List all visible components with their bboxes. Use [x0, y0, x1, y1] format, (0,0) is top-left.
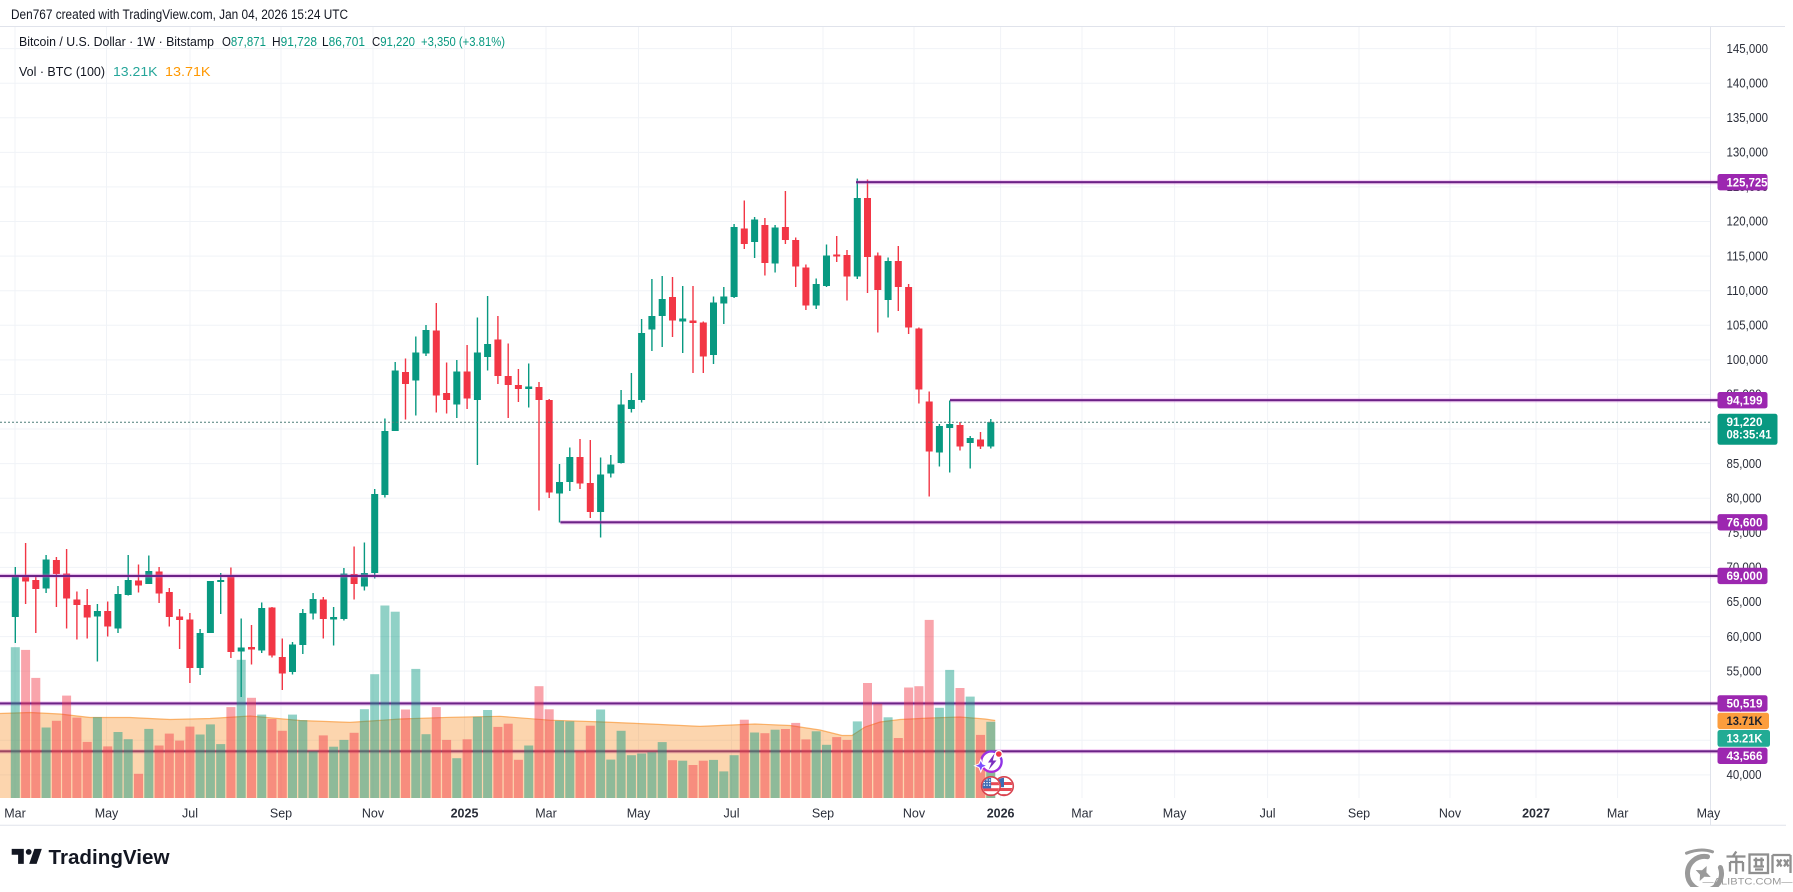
svg-text:140,000: 140,000 — [1727, 76, 1769, 90]
svg-text:13.71K: 13.71K — [1727, 714, 1763, 728]
svg-text:80,000: 80,000 — [1727, 491, 1762, 505]
svg-text:Nov: Nov — [362, 807, 385, 821]
svg-text:May: May — [1697, 807, 1721, 821]
svg-text:Sep: Sep — [812, 807, 834, 821]
svg-text:110,000: 110,000 — [1727, 284, 1769, 298]
svg-text:Mar: Mar — [535, 807, 557, 821]
svg-text:2026: 2026 — [987, 807, 1015, 821]
svg-text:125,725: 125,725 — [1727, 175, 1768, 189]
svg-text:May: May — [95, 807, 119, 821]
svg-text:13.21K: 13.21K — [1727, 732, 1763, 746]
svg-text:Jul: Jul — [1260, 807, 1276, 821]
svg-text:Mar: Mar — [1607, 807, 1629, 821]
svg-text:Bitcoin / U.S. Dollar · 1W · B: Bitcoin / U.S. Dollar · 1W · Bitstamp — [19, 34, 214, 49]
svg-text:Mar: Mar — [4, 807, 26, 821]
svg-text:+3,350 (+3.81%): +3,350 (+3.81%) — [421, 34, 505, 49]
svg-text:May: May — [1163, 807, 1187, 821]
svg-text:C91,220: C91,220 — [372, 34, 415, 49]
svg-text:2025: 2025 — [451, 807, 479, 821]
svg-text:O87,871: O87,871 — [222, 34, 266, 49]
svg-text:115,000: 115,000 — [1727, 249, 1769, 263]
svg-text:65,000: 65,000 — [1727, 595, 1762, 609]
svg-text:TradingView: TradingView — [49, 847, 170, 869]
svg-text:May: May — [627, 807, 651, 821]
svg-text:Sep: Sep — [270, 807, 292, 821]
svg-text:55,000: 55,000 — [1727, 664, 1762, 678]
svg-text:L86,701: L86,701 — [322, 34, 365, 49]
svg-text:85,000: 85,000 — [1727, 457, 1762, 471]
svg-text:120,000: 120,000 — [1727, 215, 1769, 229]
svg-text:69,000: 69,000 — [1727, 569, 1763, 583]
svg-text:Jul: Jul — [724, 807, 740, 821]
svg-text:Den767 created with TradingVie: Den767 created with TradingView.com, Jan… — [11, 7, 348, 22]
svg-text:43,566: 43,566 — [1727, 749, 1763, 763]
svg-text:50,519: 50,519 — [1727, 697, 1763, 711]
svg-text:13.21K: 13.21K — [113, 64, 158, 79]
svg-text:Nov: Nov — [1439, 807, 1462, 821]
svg-text:76,600: 76,600 — [1727, 515, 1763, 529]
svg-text:—ALIBTC.COM—: —ALIBTC.COM— — [1703, 877, 1793, 888]
svg-text:Mar: Mar — [1071, 807, 1093, 821]
svg-text:Jul: Jul — [182, 807, 198, 821]
svg-text:60,000: 60,000 — [1727, 630, 1762, 644]
svg-text:Nov: Nov — [903, 807, 926, 821]
svg-text:135,000: 135,000 — [1727, 111, 1769, 125]
svg-text:145,000: 145,000 — [1727, 42, 1769, 56]
svg-text:130,000: 130,000 — [1727, 146, 1769, 160]
svg-text:Sep: Sep — [1348, 807, 1370, 821]
svg-text:13.71K: 13.71K — [165, 64, 211, 79]
svg-text:105,000: 105,000 — [1727, 319, 1769, 333]
svg-text:H91,728: H91,728 — [272, 34, 317, 49]
svg-text:40,000: 40,000 — [1727, 768, 1762, 782]
svg-text:Vol · BTC (100): Vol · BTC (100) — [19, 64, 105, 79]
svg-text:100,000: 100,000 — [1727, 353, 1769, 367]
svg-text:2027: 2027 — [1522, 807, 1550, 821]
svg-text:08:35:41: 08:35:41 — [1727, 428, 1772, 442]
svg-text:94,199: 94,199 — [1727, 393, 1763, 407]
